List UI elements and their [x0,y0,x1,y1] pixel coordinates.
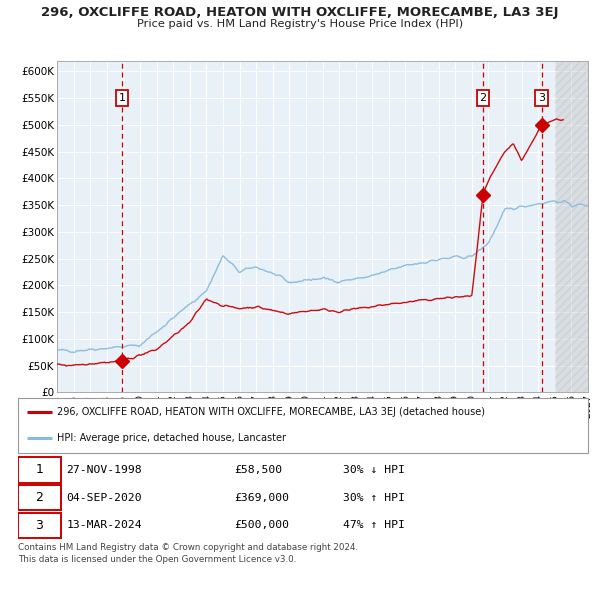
Text: 3: 3 [35,519,43,532]
Text: 3: 3 [538,93,545,103]
Text: 27-NOV-1998: 27-NOV-1998 [67,465,142,475]
FancyBboxPatch shape [18,485,61,510]
Text: 47% ↑ HPI: 47% ↑ HPI [343,520,405,530]
Text: 2: 2 [479,93,487,103]
Text: 2: 2 [35,491,43,504]
Text: 13-MAR-2024: 13-MAR-2024 [67,520,142,530]
Text: HPI: Average price, detached house, Lancaster: HPI: Average price, detached house, Lanc… [57,433,286,443]
FancyBboxPatch shape [18,457,61,483]
Bar [555,61,588,392]
Text: 296, OXCLIFFE ROAD, HEATON WITH OXCLIFFE, MORECAMBE, LA3 3EJ: 296, OXCLIFFE ROAD, HEATON WITH OXCLIFFE… [41,6,559,19]
Text: £58,500: £58,500 [235,465,283,475]
Text: Price paid vs. HM Land Registry's House Price Index (HPI): Price paid vs. HM Land Registry's House … [137,19,463,29]
Text: £500,000: £500,000 [235,520,290,530]
Text: 1: 1 [35,464,43,477]
Text: £369,000: £369,000 [235,493,290,503]
Text: Contains HM Land Registry data © Crown copyright and database right 2024.
This d: Contains HM Land Registry data © Crown c… [18,543,358,564]
Text: 30% ↑ HPI: 30% ↑ HPI [343,493,405,503]
FancyBboxPatch shape [18,513,61,538]
Text: 04-SEP-2020: 04-SEP-2020 [67,493,142,503]
Text: 296, OXCLIFFE ROAD, HEATON WITH OXCLIFFE, MORECAMBE, LA3 3EJ (detached house): 296, OXCLIFFE ROAD, HEATON WITH OXCLIFFE… [57,407,485,417]
Text: 1: 1 [119,93,125,103]
Text: 30% ↓ HPI: 30% ↓ HPI [343,465,405,475]
